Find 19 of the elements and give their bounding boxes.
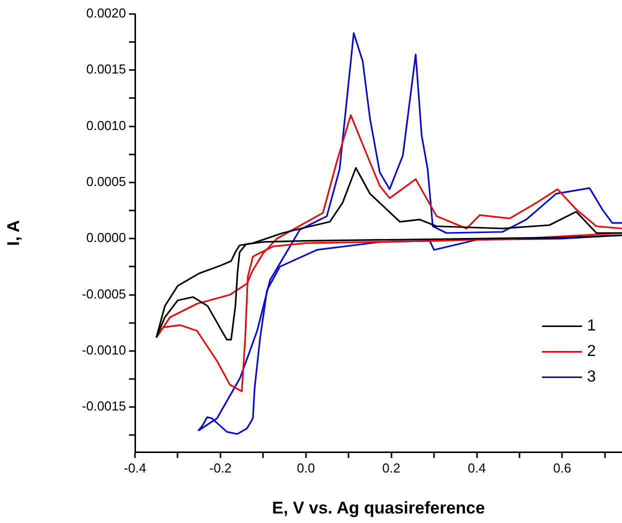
y-tick-label: 0.0000 <box>86 230 126 246</box>
y-tick-label: 0.0015 <box>86 62 126 77</box>
x-tick-label: -0.4 <box>124 460 146 476</box>
x-tick-label: -0.2 <box>209 460 232 476</box>
x-axis-title: E, V vs. Ag quasireference <box>272 498 485 518</box>
x-tick-label: 0.4 <box>468 460 486 476</box>
x-tick-label: 0.0 <box>296 460 315 476</box>
y-tick-label: -0.0005 <box>82 286 126 302</box>
y-tick-label: 0.0010 <box>86 118 126 133</box>
legend-label: 3 <box>587 368 596 386</box>
y-axis-title: I, A <box>4 220 23 246</box>
legend-label: 2 <box>587 343 596 360</box>
y-tick-label: 0.0005 <box>86 174 126 190</box>
y-tick-label: -0.0015 <box>82 398 126 414</box>
legend-label: 1 <box>587 318 596 335</box>
x-tick-label: 0.2 <box>382 460 400 476</box>
y-tick-label: -0.0010 <box>82 342 126 358</box>
x-tick-label: 0.6 <box>553 460 572 476</box>
y-tick-label: 0.0020 <box>86 6 126 21</box>
